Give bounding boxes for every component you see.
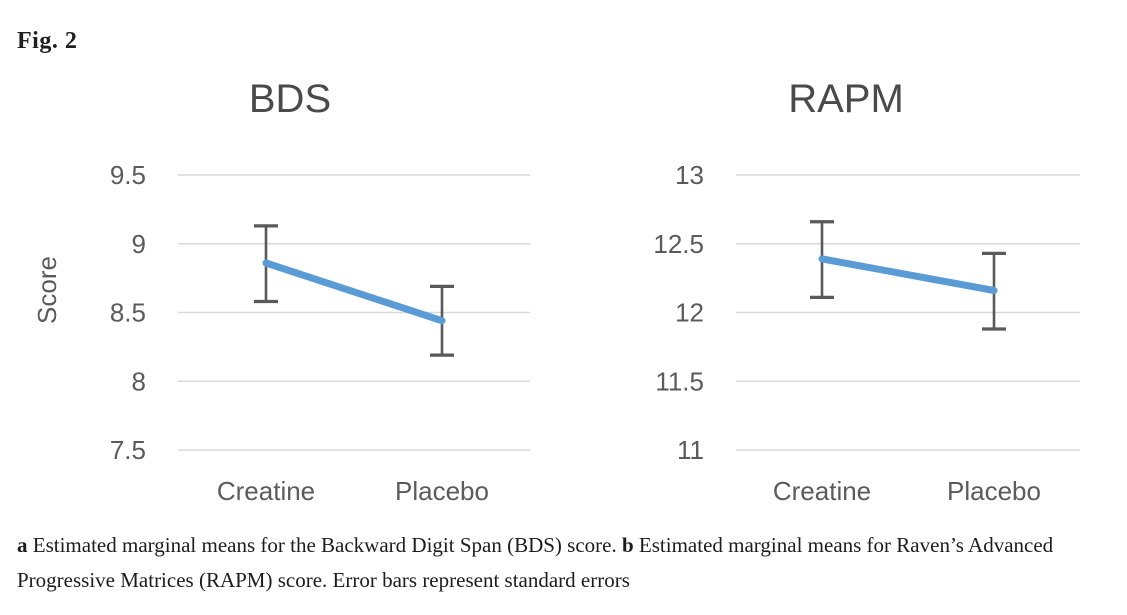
caption-part-a-text: Estimated marginal means for the Backwar… [27,533,622,557]
figure-caption: a Estimated marginal means for the Backw… [17,528,1115,598]
y-tick-label: 11 [677,435,704,465]
category-label: Creatine [773,476,871,506]
data-line [262,259,446,325]
chart-title: RAPM [788,77,904,121]
y-tick-label: 8 [132,366,146,396]
figure-label: Fig. 2 [17,28,78,54]
y-tick-label: 13 [675,160,704,190]
caption-part-b-label: b [621,533,634,557]
caption-part-a-label: a [17,533,28,557]
y-tick-label: 12.5 [653,229,704,259]
data-line [818,255,998,294]
category-label: Creatine [217,476,315,506]
y-tick-label: 11.5 [655,366,704,396]
charts-canvas: 7.5 8 8.5 9 9.5 BDS Score Creatine Placebo 11 11.5… [32,77,1080,506]
y-tick-label: 9.5 [110,160,146,190]
chart-bds: 7.5 8 8.5 9 9.5 BDS Score Creatine Placebo [32,77,530,506]
y-tick-label: 8.5 [110,298,146,328]
chart-title: BDS [249,77,331,121]
category-label: Placebo [947,476,1041,506]
chart-rapm: 11 11.5 12 12.5 13 RAPM Creatine Placebo [653,77,1080,506]
y-tick-label: 9 [132,229,146,259]
y-tick-label: 12 [675,298,704,328]
y-axis-label: Score [32,256,62,324]
y-tick-label: 7.5 [110,435,146,465]
category-label: Placebo [395,476,489,506]
caption-part-b-text: Estimated marginal means for Raven’s Adv… [17,533,1054,592]
